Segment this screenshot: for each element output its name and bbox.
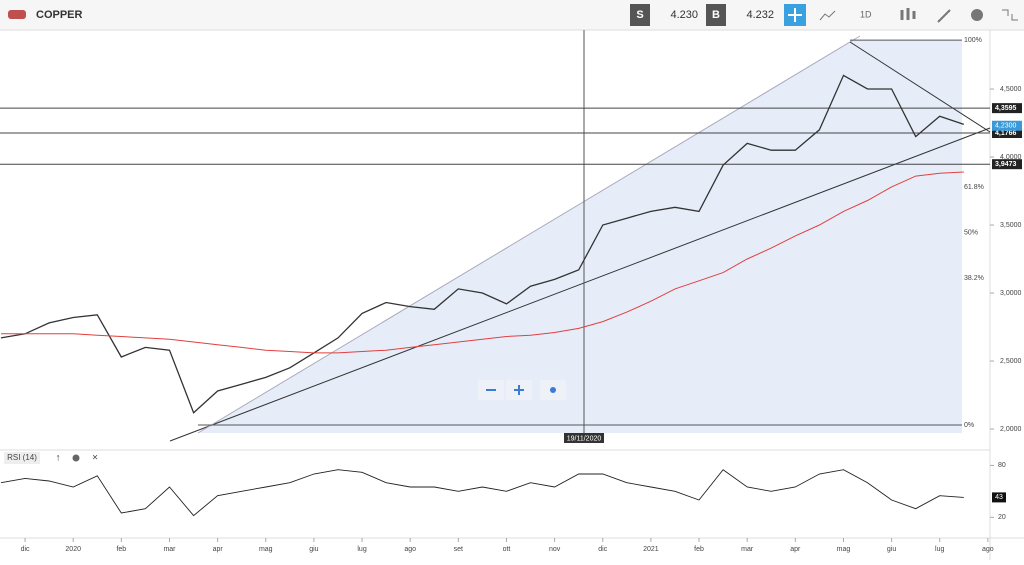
crosshair-icon <box>788 8 802 22</box>
fib-label: 100% <box>964 37 982 44</box>
fullscreen-icon[interactable] <box>1002 9 1018 21</box>
x-tick-label: set <box>454 546 463 553</box>
x-tick-label: ago <box>982 546 994 553</box>
sell-label: S <box>636 9 643 21</box>
y-tick-label: 2,5000 <box>1000 358 1022 365</box>
buy-price: 4.232 <box>746 9 774 21</box>
crosshair-box <box>564 433 604 443</box>
x-tick-label: ago <box>404 546 416 553</box>
rsi-settings[interactable] <box>72 454 80 462</box>
y-tick-label: 3,5000 <box>1000 222 1022 229</box>
h-line-label: 3,9473 <box>995 161 1017 168</box>
x-tick-label: apr <box>790 546 801 553</box>
last-price-label: 4,2300 <box>995 123 1017 130</box>
buy-button[interactable] <box>706 4 726 26</box>
rsi-last-box <box>992 492 1006 503</box>
rsi-last-label: 43 <box>995 494 1003 501</box>
rsi-tick-label: 80 <box>998 462 1006 469</box>
y-tick-label: 2,0000 <box>1000 426 1022 433</box>
x-tick-label: 2021 <box>643 546 659 553</box>
fib-label: 50% <box>964 229 978 236</box>
h-line-box <box>992 103 1022 114</box>
x-tick-label: 2020 <box>65 546 81 553</box>
x-tick-label: dic <box>598 546 607 553</box>
fib-label: 38.2% <box>964 275 984 282</box>
trend-line <box>849 41 991 133</box>
rsi-close[interactable]: × <box>92 453 98 464</box>
draw-icon[interactable] <box>937 9 951 23</box>
x-tick-label: feb <box>694 546 704 553</box>
fib-label: 61.8% <box>964 184 984 191</box>
chart-type-icon[interactable] <box>819 10 836 21</box>
sell-price: 4.230 <box>670 9 698 21</box>
symbol-icon <box>8 10 26 19</box>
trend-line <box>197 35 861 434</box>
h-line-box <box>992 128 1022 139</box>
y-tick-label: 4,0000 <box>1000 154 1022 161</box>
x-tick-label: feb <box>116 546 126 553</box>
fib-label: 0% <box>964 422 974 429</box>
toolbar <box>0 0 1024 30</box>
rsi-up[interactable]: ↑ <box>56 453 61 464</box>
rsi-line <box>0 469 964 517</box>
x-tick-label: ott <box>503 546 511 553</box>
x-tick-label: mar <box>741 546 754 553</box>
buy-label: B <box>712 9 720 21</box>
x-tick-label: mag <box>259 546 273 553</box>
y-tick-label: 3,0000 <box>1000 290 1022 297</box>
h-line-label: 4,1766 <box>995 130 1017 137</box>
last-price-box <box>992 120 1022 131</box>
symbol: COPPER <box>36 9 83 21</box>
y-tick-label: 4,5000 <box>1000 86 1022 93</box>
settings-icon[interactable] <box>971 9 983 21</box>
sell-button[interactable] <box>630 4 650 26</box>
x-tick-label: giu <box>309 546 318 553</box>
h-line-box <box>992 159 1022 170</box>
rsi-title: RSI (14) <box>7 453 37 462</box>
x-tick-label: lug <box>935 546 944 553</box>
price-line <box>0 74 965 414</box>
x-tick-label: giu <box>887 546 896 553</box>
timeframe[interactable]: 1D <box>860 9 872 19</box>
x-tick-label: nov <box>549 546 561 553</box>
x-tick-label: mar <box>163 546 176 553</box>
share-icon <box>550 387 556 393</box>
fib-area <box>198 40 962 433</box>
x-tick-label: mag <box>837 546 851 553</box>
x-tick-label: dic <box>21 546 30 553</box>
candles-icon[interactable] <box>900 8 916 20</box>
h-line-label: 4,3595 <box>995 105 1017 112</box>
price-line <box>1 171 964 354</box>
x-tick-label: lug <box>357 546 366 553</box>
rsi-tag <box>4 452 40 464</box>
rsi-tick-label: 20 <box>998 514 1006 521</box>
x-tick-label: apr <box>213 546 224 553</box>
plus-icon <box>514 385 524 395</box>
crosshair-date: 19/11/2020 <box>567 435 602 442</box>
trend-line <box>169 127 991 442</box>
